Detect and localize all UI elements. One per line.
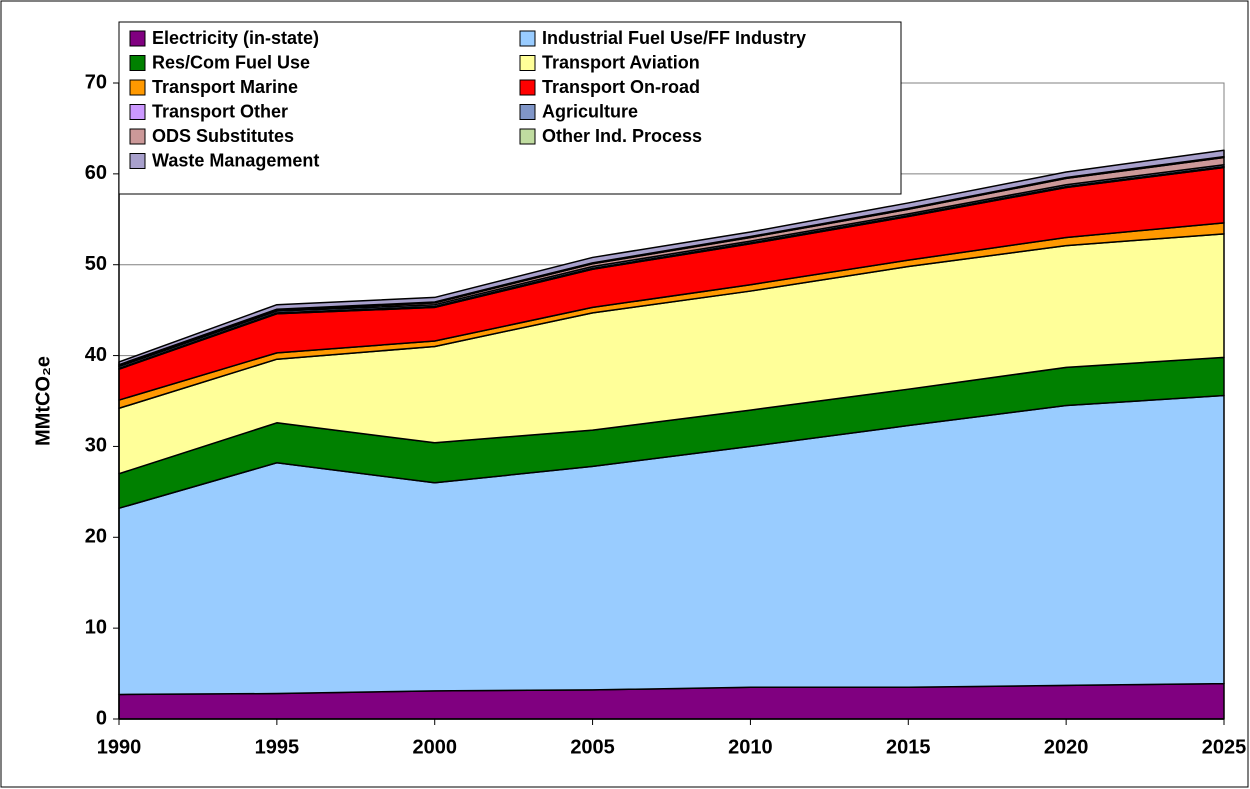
legend-label: Other Ind. Process — [542, 126, 702, 146]
legend-label: Electricity (in-state) — [152, 28, 319, 48]
legend-swatch — [519, 104, 536, 120]
legend-label: Agriculture — [542, 101, 638, 121]
x-tick-label: 1995 — [255, 736, 300, 758]
legend-swatch — [129, 104, 146, 120]
legend-swatch — [519, 30, 536, 47]
y-tick-label: 60 — [85, 162, 107, 184]
legend-swatch — [129, 153, 146, 169]
y-tick-label: 50 — [85, 253, 107, 275]
legend-label: Res/Com Fuel Use — [152, 52, 310, 72]
y-tick-label: 0 — [96, 707, 107, 729]
legend-label: Waste Management — [152, 150, 319, 170]
x-tick-label: 2010 — [728, 736, 773, 758]
legend-label: ODS Substitutes — [152, 126, 294, 146]
y-axis-label: MMtCO₂e — [32, 356, 54, 446]
y-tick-label: 70 — [85, 71, 107, 93]
legend-swatch — [129, 55, 146, 71]
y-tick-label: 40 — [85, 344, 107, 366]
legend-label: Transport Aviation — [542, 52, 700, 72]
x-tick-label: 2005 — [570, 736, 615, 758]
x-tick-label: 2000 — [412, 736, 457, 758]
x-tick-label: 1990 — [97, 736, 142, 758]
legend-swatch — [129, 30, 146, 47]
legend-label: Transport Other — [152, 101, 288, 121]
legend-label: Transport On-road — [542, 77, 700, 97]
legend-label: Transport Marine — [152, 77, 298, 97]
legend-swatch — [519, 128, 536, 145]
legend-label: Industrial Fuel Use/FF Industry — [542, 28, 806, 48]
legend-swatch — [129, 128, 146, 145]
y-tick-label: 10 — [85, 616, 107, 638]
x-tick-label: 2025 — [1202, 736, 1247, 758]
y-tick-label: 30 — [85, 435, 107, 457]
x-tick-label: 2020 — [1044, 736, 1089, 758]
area — [118, 149, 1225, 366]
y-tick-label: 20 — [85, 526, 107, 548]
legend-swatch — [129, 79, 146, 96]
legend-swatch — [519, 55, 536, 71]
legend-swatch — [519, 79, 536, 96]
x-tick-label: 2015 — [886, 736, 931, 758]
legend-box — [118, 21, 902, 195]
